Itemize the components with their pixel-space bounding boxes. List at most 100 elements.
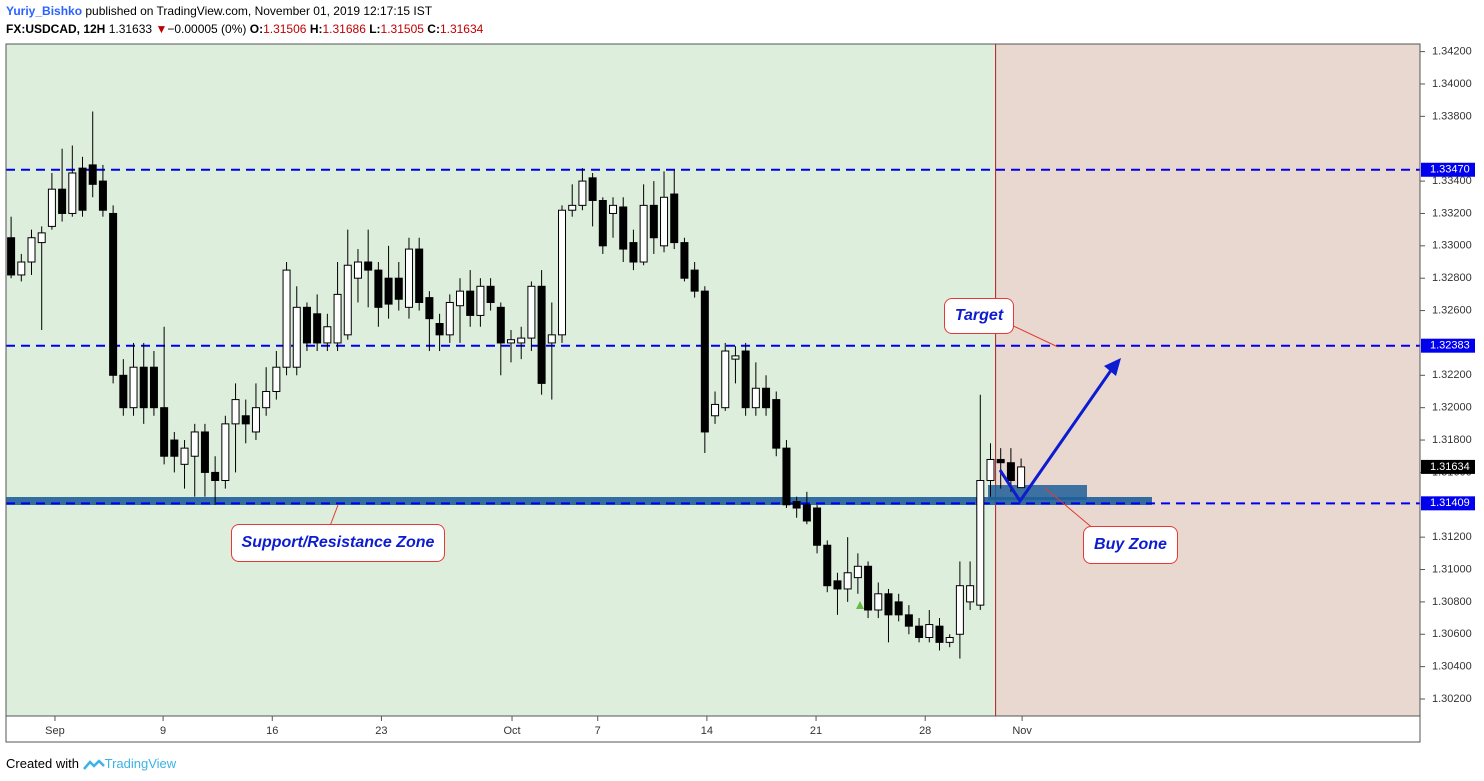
candle-body — [507, 339, 515, 344]
y-tick-label: 1.32000 — [1432, 402, 1472, 414]
candle-body — [843, 572, 852, 590]
h-label: H: — [309, 22, 323, 36]
price-tag — [1421, 162, 1475, 177]
down-icon: ▼ — [155, 22, 168, 36]
l-label: L: — [369, 22, 381, 36]
brand[interactable]: TradingView — [104, 756, 177, 771]
candle-body — [619, 206, 628, 250]
buy-zone — [988, 485, 1087, 500]
candle-body — [558, 209, 567, 336]
candle-body — [711, 403, 720, 417]
candle-body — [221, 423, 230, 482]
candle-body — [496, 306, 505, 344]
candle-body — [578, 180, 587, 206]
candle-body — [966, 585, 975, 603]
candle-body — [251, 407, 260, 433]
support-pointer — [329, 504, 339, 527]
candle-body — [302, 306, 311, 344]
candle-body — [813, 507, 822, 546]
candle-body — [649, 204, 658, 239]
candle-body — [537, 285, 546, 384]
candle-body — [109, 212, 118, 376]
candle-body — [629, 242, 638, 263]
y-tick-label: 1.31800 — [1432, 434, 1472, 446]
author[interactable]: Yuriy_Bishko — [6, 4, 83, 18]
candle-body — [517, 337, 526, 344]
published: published on TradingView.com, November 0… — [85, 4, 433, 18]
candle-body — [313, 313, 322, 344]
future-zone — [995, 44, 1420, 716]
candle-body — [241, 415, 250, 425]
candle-body — [374, 269, 383, 308]
candle-body — [833, 580, 842, 590]
x-axis-panel — [0, 716, 1420, 744]
candle-body — [639, 204, 648, 263]
candle-body — [792, 501, 801, 509]
price-tag — [1421, 338, 1475, 353]
x-tick-label: 7 — [595, 725, 601, 737]
footer: Created with TradingView — [6, 756, 176, 771]
candle-body — [333, 293, 342, 344]
candle-body — [262, 390, 271, 409]
candle-body — [394, 277, 403, 300]
signal-triangle — [856, 601, 864, 609]
l: 1.31505 — [380, 22, 424, 36]
x-tick-label: Oct — [503, 725, 520, 737]
candle-body — [415, 248, 424, 303]
support-zone — [6, 497, 1152, 505]
candle-body — [343, 264, 352, 336]
candle-body — [598, 200, 607, 247]
x-tick-label: 21 — [810, 725, 822, 737]
y-tick-label: 1.32200 — [1432, 369, 1472, 381]
frame — [5, 43, 1421, 743]
candle-body — [976, 480, 985, 606]
candle-body — [200, 431, 209, 473]
y-tick-label: 1.34200 — [1432, 46, 1472, 58]
support-callout: Support/Resistance Zone — [231, 524, 445, 562]
candle-body — [894, 601, 903, 616]
price-tag-label: 1.31409 — [1430, 497, 1470, 509]
candle-body — [425, 297, 434, 320]
candle-body — [568, 204, 577, 211]
y-tick-label: 1.30200 — [1432, 693, 1472, 705]
candle-body — [384, 277, 393, 305]
candle-body — [823, 544, 832, 587]
candle-body — [670, 193, 679, 244]
buy-pointer — [1044, 487, 1096, 531]
y-tick-label: 1.32600 — [1432, 304, 1472, 316]
x-tick-label: 16 — [266, 725, 278, 737]
candle-body — [47, 188, 56, 227]
candle-body — [1006, 462, 1015, 482]
candle-body — [741, 350, 750, 409]
candle-body — [721, 350, 730, 409]
projection-arrow — [998, 365, 1116, 504]
candle-body — [884, 593, 893, 616]
candle-body — [955, 585, 964, 635]
o-label: O: — [249, 22, 264, 36]
y-axis-panel — [1420, 44, 1484, 744]
candle-body — [160, 407, 169, 457]
candle-body — [700, 290, 709, 433]
candle-body — [129, 366, 138, 409]
arrow-head — [1104, 358, 1121, 376]
candle-body — [945, 637, 954, 643]
candle-body — [660, 196, 669, 247]
candle-body — [762, 387, 771, 409]
price-tag — [1421, 496, 1475, 511]
candle-body — [915, 625, 924, 639]
candle-body — [211, 471, 220, 482]
x-tick-label: 28 — [919, 725, 931, 737]
y-tick-label: 1.34000 — [1432, 78, 1472, 90]
candle-body — [119, 374, 128, 409]
candle-body — [27, 237, 36, 263]
candle-body — [78, 167, 87, 211]
candle-body — [609, 204, 618, 214]
candle-body — [58, 188, 67, 214]
candle-body — [996, 458, 1005, 464]
price: 1.31633 — [108, 22, 153, 36]
candle-body — [292, 306, 301, 368]
candle-body — [690, 269, 699, 292]
candle-body — [864, 565, 873, 611]
x-tick-label: Nov — [1012, 725, 1032, 737]
candle-body — [272, 366, 281, 392]
